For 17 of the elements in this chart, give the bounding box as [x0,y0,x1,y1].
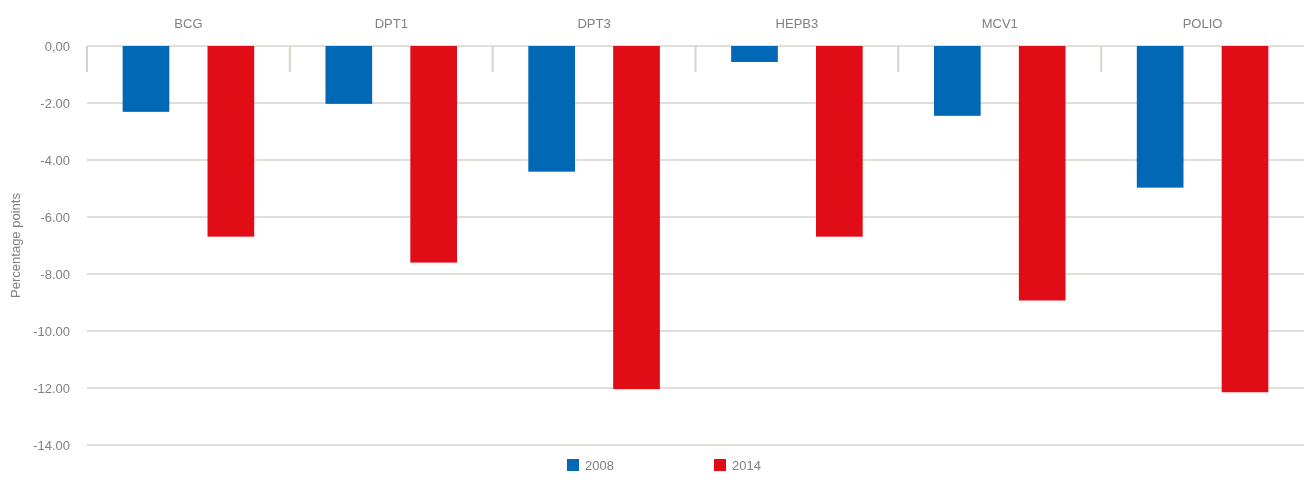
legend-label: 2014 [732,458,761,473]
y-tick-label: 0,00 [44,38,70,54]
y-tick-label: -8.00 [40,266,70,282]
x-tick-label: BCG [174,16,203,31]
y-tick-label: -6.00 [40,209,70,225]
y-tick-label: -12.00 [33,380,70,396]
x-tick-label: HEPB3 [775,16,819,31]
y-tick-label: -4.00 [40,152,70,168]
x-tick-label: DPT3 [577,16,611,31]
x-tick-label: DPT1 [374,16,408,31]
y-tick-label: -14.00 [33,437,70,453]
y-axis-title: Percentage points [8,192,23,298]
x-tick-label: MCV1 [981,16,1018,31]
x-tick-label: POLIO [1182,16,1223,31]
y-tick-label: -2.00 [40,95,70,111]
y-tick-label: -10.00 [33,323,70,339]
legend-label: 2008 [585,458,614,473]
